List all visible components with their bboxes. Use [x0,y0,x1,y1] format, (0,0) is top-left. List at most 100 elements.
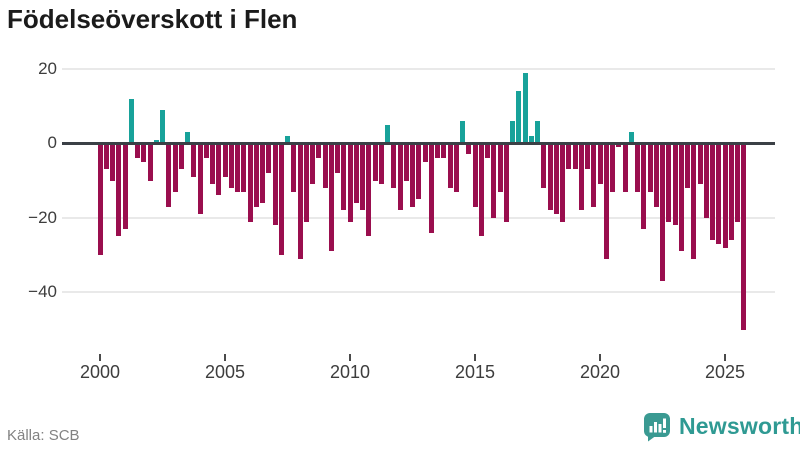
bar-2017Q2 [528,135,534,144]
bar-2016Q1 [497,143,503,192]
x-axis-tick-2000 [99,354,101,361]
bar-2022Q3 [660,143,665,282]
bar-2015Q1 [472,143,478,207]
newsworthy-logo: Newsworthy [641,410,800,442]
bar-2015Q4 [491,143,497,218]
bar-2025Q1 [722,143,728,248]
bar-2013Q4 [441,143,447,159]
bar-2020Q4 [616,143,622,148]
bar-2004Q3 [210,143,215,185]
bar-2010Q4 [366,143,372,237]
bar-2005Q1 [222,143,228,177]
bar-2021Q2 [628,132,634,144]
bar-2011Q3 [385,124,390,144]
newsworthy-wordmark: Newsworthy [679,412,800,439]
bar-2017Q4 [541,143,547,188]
bar-2024Q4 [716,143,722,244]
bar-2018Q4 [566,143,572,170]
bar-2008Q2 [303,143,309,222]
x-axis-tick-2005 [224,354,226,361]
bar-2000Q2 [103,143,109,170]
bar-2019Q4 [591,143,597,207]
bar-2019Q3 [585,143,590,170]
bar-2020Q2 [603,143,609,259]
bar-2005Q4 [241,143,247,192]
page-title: Födelseöverskott i Flen [7,4,298,34]
logo-exclamation-dot [663,430,666,433]
bar-2006Q1 [247,143,253,222]
x-axis-tick-2020 [599,354,601,361]
bar-2013Q2 [428,143,434,233]
bar-2008Q3 [310,143,315,185]
bar-2019Q2 [578,143,584,211]
x-axis-tick-2010 [349,354,351,361]
bar-2024Q1 [697,143,703,185]
bar-2014Q1 [447,143,453,188]
bar-2009Q3 [335,143,340,174]
bar-2011Q4 [391,143,397,188]
bar-2023Q3 [685,143,690,188]
bar-2014Q4 [466,143,472,155]
bar-2024Q2 [703,143,709,218]
source-label: Källa: SCB [7,427,80,444]
bar-2003Q2 [178,143,184,170]
bar-2005Q2 [228,143,234,188]
bar-2020Q3 [610,143,615,192]
bar-2012Q1 [397,143,403,211]
bar-2025Q3 [735,143,740,222]
bar-2022Q4 [666,143,672,222]
x-axis-label-2025: 2025 [704,362,746,382]
bar-2018Q2 [553,143,559,215]
logo-exclamation-bar [663,418,666,428]
bar-2005Q3 [235,143,240,192]
bar-2021Q1 [622,143,628,192]
bar-2001Q4 [141,143,147,162]
x-axis-tick-2015 [474,354,476,361]
logo-bar-small [649,426,653,433]
y-axis-label: 0 [47,133,57,153]
bar-2017Q3 [535,120,540,144]
bar-2000Q4 [116,143,122,237]
bar-2021Q3 [635,143,640,192]
x-axis-tick-2025 [724,354,726,361]
bar-2025Q2 [728,143,734,241]
bar-2007Q2 [278,143,284,256]
y-axis-label: −20 [28,207,57,227]
bar-2003Q1 [172,143,178,192]
bar-2002Q1 [147,143,153,181]
bar-2001Q3 [135,143,140,159]
bar-2011Q1 [372,143,378,181]
bar-2002Q3 [160,109,165,144]
bar-2011Q2 [378,143,384,185]
gridline-−20 [62,216,775,219]
bar-2016Q3 [510,120,515,144]
y-axis-label: 20 [38,58,57,78]
bar-2009Q1 [322,143,328,188]
zero-axis-line [62,142,775,145]
bar-2013Q3 [435,143,440,159]
bar-2001Q2 [128,98,134,144]
bar-2017Q1 [522,72,528,144]
x-axis-label-2005: 2005 [204,362,246,382]
bar-2007Q3 [285,135,290,144]
bar-2013Q1 [422,143,428,162]
bar-2006Q2 [253,143,259,207]
x-axis-label-2000: 2000 [79,362,121,382]
bar-2001Q1 [122,143,128,229]
bar-2000Q3 [110,143,115,181]
bar-2023Q4 [691,143,697,259]
x-axis-label-2015: 2015 [454,362,496,382]
newsworthy-speech-bubble-icon [644,413,670,442]
bar-2024Q3 [710,143,715,241]
bar-2009Q2 [328,143,334,252]
bar-2007Q4 [291,143,297,192]
bar-2008Q4 [316,143,322,159]
bar-2000Q1 [97,143,103,256]
bar-2003Q3 [185,132,190,144]
bar-2012Q4 [416,143,422,200]
bar-2014Q3 [460,120,465,144]
bar-2022Q1 [647,143,653,192]
bar-2002Q2 [153,139,159,144]
logo-bar-medium [658,424,662,433]
